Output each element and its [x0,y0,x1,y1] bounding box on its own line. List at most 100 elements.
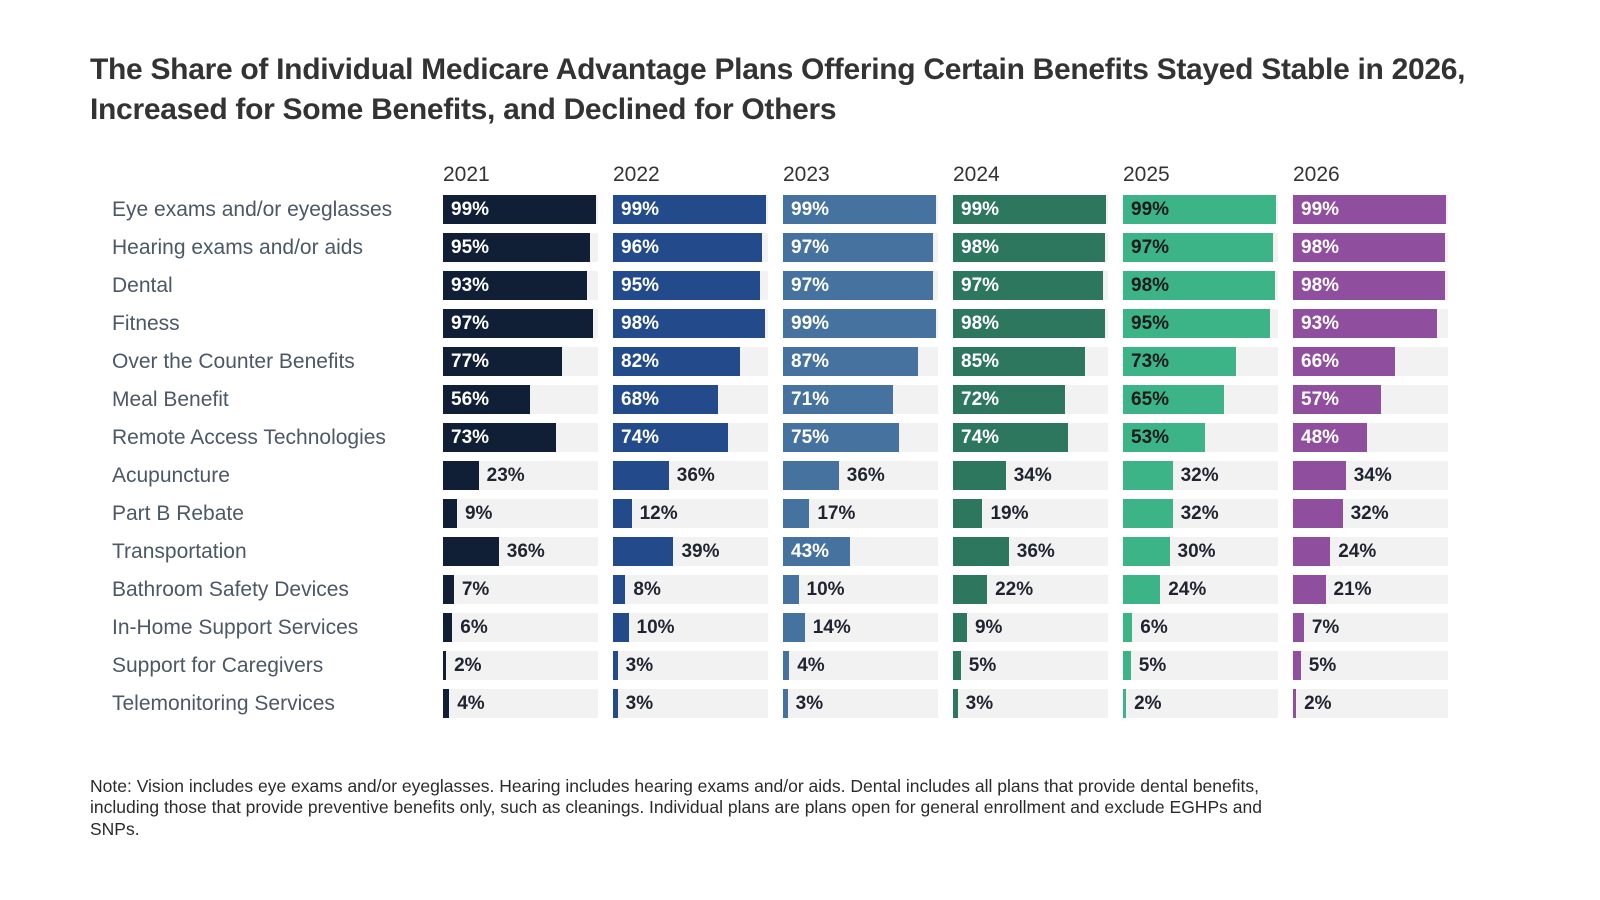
bar-2026 [1293,613,1304,642]
year-header-2023: 2023 [783,162,830,186]
bar-2022 [613,347,741,376]
bar-track: 73% [1123,347,1278,376]
bar-2024 [953,195,1107,224]
bar-track: 93% [1293,309,1448,338]
bar-track: 65% [1123,385,1278,414]
bar-2024 [953,233,1105,262]
bar-value-label: 32% [1180,503,1219,524]
bar-value-label: 99% [791,199,830,220]
bar-value-label: 2% [1304,693,1332,714]
bar-value-label: 97% [961,275,1000,296]
bar-2023 [783,309,937,338]
bar-track: 72% [953,385,1108,414]
bar-value-label: 3% [965,693,994,714]
bar-2026 [1293,195,1447,224]
bar-value-label: 93% [451,275,490,296]
bar-value-label: 43% [791,541,830,562]
row-label: Dental [112,274,173,297]
bar-2022 [613,499,632,528]
bar-value-label: 56% [451,389,490,410]
bar-track: 32% [1123,499,1278,528]
bar-2024 [953,613,967,642]
bar-value-label: 30% [1177,541,1216,562]
bar-track: 36% [783,461,938,490]
bar-value-label: 73% [1131,351,1170,372]
bar-value-label: 34% [1353,465,1392,486]
bar-2023 [783,195,937,224]
bar-track: 97% [953,271,1108,300]
bar-2022 [613,613,629,642]
bar-track: 97% [1123,233,1278,262]
bar-track: 21% [1293,575,1448,604]
bar-2024 [953,461,1006,490]
bar-value-label: 3% [625,693,654,714]
bar-value-label: 99% [621,199,660,220]
bar-2026 [1293,689,1297,718]
bar-track: 74% [613,423,768,452]
bar-value-label: 82% [621,351,660,372]
bar-2023 [783,689,788,718]
bar-2025 [1123,575,1161,604]
bar-value-label: 36% [676,465,715,486]
bar-2023 [783,461,839,490]
bar-value-label: 8% [633,579,661,600]
bar-2023 [783,499,810,528]
bar-track: 98% [1293,233,1448,262]
bar-track: 98% [953,233,1108,262]
bar-track: 97% [783,233,938,262]
bar-2021 [443,461,479,490]
bar-track: 98% [953,309,1108,338]
bar-track: 73% [443,423,598,452]
bar-2025 [1123,689,1127,718]
bar-2021 [443,499,457,528]
bar-2023 [783,385,894,414]
bar-value-label: 5% [1138,655,1167,676]
bar-track: 99% [953,195,1108,224]
bar-track: 30% [1123,537,1278,566]
bar-2021 [443,385,530,414]
bar-2021 [443,537,499,566]
bar-track: 5% [1123,651,1278,680]
bar-2025 [1123,537,1170,566]
bar-value-label: 24% [1338,541,1377,562]
bar-track: 24% [1123,575,1278,604]
bar-value-label: 9% [974,617,1003,638]
year-header-2025: 2025 [1123,162,1170,186]
bar-value-label: 21% [1333,579,1372,600]
bar-value-label: 24% [1168,579,1207,600]
bar-track: 24% [1293,537,1448,566]
row-label: Over the Counter Benefits [112,350,355,373]
bar-2026 [1293,271,1445,300]
bar-value-label: 39% [681,541,720,562]
row-label: Acupuncture [112,464,230,487]
row-label: Part B Rebate [112,502,244,525]
bar-2026 [1293,347,1396,376]
bar-2023 [783,651,790,680]
bar-2025 [1123,499,1173,528]
bar-track: 36% [613,461,768,490]
bar-2026 [1293,651,1301,680]
bar-track: 34% [953,461,1108,490]
bar-track: 99% [783,195,938,224]
bar-2023 [783,613,805,642]
bar-value-label: 12% [639,503,678,524]
bar-track: 10% [613,613,768,642]
bar-2021 [443,347,563,376]
bar-2022 [613,575,626,604]
bar-value-label: 75% [791,427,830,448]
year-header-2022: 2022 [613,162,660,186]
bar-track: 6% [1123,613,1278,642]
year-header-2026: 2026 [1293,162,1340,186]
bar-value-label: 36% [846,465,885,486]
bar-track: 2% [1123,689,1278,718]
bar-value-label: 48% [1301,427,1340,448]
bar-track: 6% [443,613,598,642]
bar-value-label: 97% [451,313,490,334]
bar-value-label: 32% [1180,465,1219,486]
bar-2026 [1293,309,1438,338]
bar-2026 [1293,537,1331,566]
bar-track: 32% [1123,461,1278,490]
bar-track: 7% [1293,613,1448,642]
bar-2025 [1123,195,1277,224]
